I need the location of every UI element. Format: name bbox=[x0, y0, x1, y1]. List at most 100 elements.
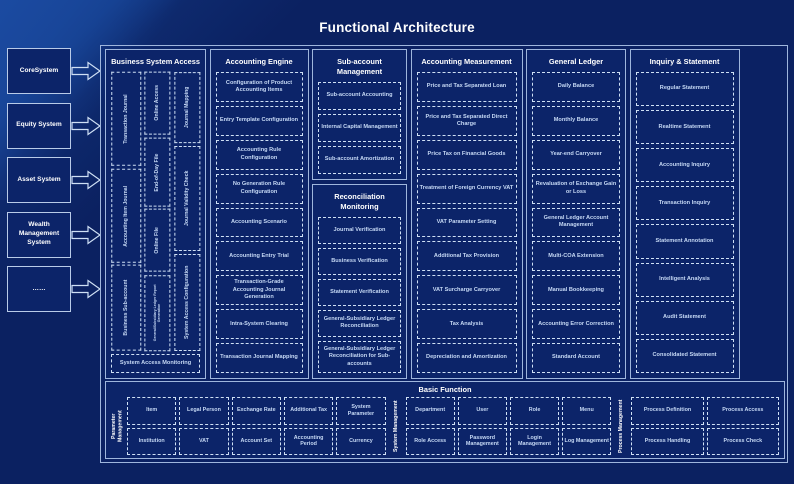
rm-item[interactable]: Statement Verification bbox=[318, 278, 401, 306]
sm-item[interactable]: Role Access bbox=[405, 427, 455, 455]
sam-item[interactable]: Internal Capital Management bbox=[318, 113, 401, 142]
panel-sub-account-management: Sub-account Management Sub-account Accou… bbox=[312, 49, 407, 180]
bsa-cell-ledger-report-generation[interactable]: General/Subsidiary Ledger Report Generat… bbox=[144, 274, 171, 351]
am-item[interactable]: VAT Parameter Setting bbox=[416, 207, 517, 238]
bsa-subcolumn-2: Online Access End-of-Day File Online Fil… bbox=[144, 71, 171, 351]
gl-item[interactable]: Multi-COA Extension bbox=[532, 241, 620, 272]
prm-item[interactable]: Process Access bbox=[706, 397, 780, 425]
sm-item[interactable]: Login Management bbox=[509, 427, 560, 455]
rm-item[interactable]: Business Verification bbox=[318, 247, 401, 275]
is-item[interactable]: Transaction Inquiry bbox=[635, 186, 734, 221]
is-item[interactable]: Accounting Inquiry bbox=[635, 148, 734, 183]
basic-function-title: Basic Function bbox=[418, 385, 472, 394]
bsa-subcolumn-3: Journal Mapping Journal Validity Check S… bbox=[173, 71, 200, 351]
pm-item[interactable]: Accounting Period bbox=[283, 427, 334, 455]
gl-item[interactable]: Accounting Error Correction bbox=[532, 309, 620, 340]
bsa-cell-online-file[interactable]: Online File bbox=[144, 209, 171, 272]
ae-item[interactable]: Accounting Scenario bbox=[215, 207, 303, 238]
ae-item[interactable]: Configuration of Product Accounting Item… bbox=[215, 71, 303, 102]
rm-item[interactable]: Journal Verification bbox=[318, 216, 401, 244]
am-item[interactable]: Price Tax on Financial Goods bbox=[416, 139, 517, 170]
arrow-right-icon bbox=[71, 279, 101, 299]
sm-item[interactable]: Menu bbox=[562, 397, 612, 425]
group-parameter-management: Parameter Management Item Legal Person E… bbox=[111, 397, 386, 455]
reconciliation-items: Journal Verification Business Verificati… bbox=[318, 216, 401, 373]
rm-item[interactable]: General-Subsidiary Ledger Reconciliation bbox=[318, 309, 401, 337]
source-system-coresystem[interactable]: CoreSystem bbox=[7, 48, 71, 94]
prm-item[interactable]: Process Handling bbox=[631, 427, 704, 455]
pm-item[interactable]: Account Set bbox=[231, 427, 281, 455]
group-row: Process Definition Process Access bbox=[631, 397, 780, 425]
am-item[interactable]: Price and Tax Separated Direct Charge bbox=[416, 105, 517, 136]
sam-item[interactable]: Sub-account Amortization bbox=[318, 146, 401, 175]
am-item[interactable]: Treatment of Foreign Currency VAT bbox=[416, 173, 517, 204]
ae-item[interactable]: Intra-System Clearing bbox=[215, 309, 303, 340]
pm-item[interactable]: Exchange Rate bbox=[231, 397, 281, 425]
source-system-asset[interactable]: Asset System bbox=[7, 157, 71, 203]
bsa-cell-online-access[interactable]: Online Access bbox=[144, 71, 171, 135]
sm-item[interactable]: Department bbox=[405, 397, 455, 425]
source-system-wealth-management[interactable]: Wealth Management System bbox=[7, 211, 71, 258]
prm-item[interactable]: Process Definition bbox=[631, 397, 704, 425]
gl-item[interactable]: Revaluation of Exchange Gain or Loss bbox=[532, 173, 620, 204]
ae-item[interactable]: Accounting Rule Configuration bbox=[215, 139, 303, 170]
rm-item[interactable]: General-Subsidiary Ledger Reconciliation… bbox=[318, 340, 401, 373]
group-system-management: System Management Department User Role M… bbox=[390, 397, 612, 455]
sm-item[interactable]: Password Management bbox=[457, 427, 507, 455]
ae-item[interactable]: Transaction Journal Mapping bbox=[215, 343, 303, 373]
ae-item[interactable]: Transaction-Grade Accounting Journal Gen… bbox=[215, 275, 303, 306]
column-accounting-engine: Accounting Engine Configuration of Produ… bbox=[209, 49, 309, 379]
source-system-equity[interactable]: Equity System bbox=[7, 102, 71, 149]
bsa-cell-journal-validity-check[interactable]: Journal Validity Check bbox=[173, 146, 200, 252]
ae-item[interactable]: Entry Template Configuration bbox=[215, 105, 303, 136]
sub-account-items: Sub-account Accounting Internal Capital … bbox=[318, 81, 401, 175]
ae-item[interactable]: Accounting Entry Trial bbox=[215, 241, 303, 272]
am-item[interactable]: VAT Surcharge Carryover bbox=[416, 275, 517, 306]
pm-item[interactable]: VAT bbox=[179, 427, 229, 455]
is-item[interactable]: Audit Statement bbox=[635, 300, 734, 335]
group-process-management: Process Management Process Definition Pr… bbox=[615, 397, 780, 455]
sam-item[interactable]: Sub-account Accounting bbox=[318, 81, 401, 110]
arrow-right-icon bbox=[71, 224, 101, 245]
is-item[interactable]: Statement Annotation bbox=[635, 224, 734, 259]
am-item[interactable]: Tax Analysis bbox=[416, 309, 517, 340]
bsa-cell-system-access-monitoring[interactable]: System Access Monitoring bbox=[111, 354, 200, 373]
gl-item[interactable]: Daily Balance bbox=[532, 71, 620, 102]
is-item[interactable]: Consolidated Statement bbox=[635, 338, 734, 373]
ae-item[interactable]: No Generation Rule Configuration bbox=[215, 173, 303, 204]
bsa-cell-accounting-item-journal[interactable]: Accounting Item Journal bbox=[111, 168, 142, 263]
bsa-cell-transaction-journal[interactable]: Transaction Journal bbox=[111, 71, 142, 166]
sm-item[interactable]: Role bbox=[509, 397, 560, 425]
column-inquiry-statement: Inquiry & Statement Regular Statement Re… bbox=[629, 49, 740, 379]
pm-item[interactable]: Additional Tax bbox=[283, 397, 334, 425]
gl-item[interactable]: Year-end Carryover bbox=[532, 139, 620, 170]
sm-item[interactable]: Log Management bbox=[562, 427, 612, 455]
gl-item[interactable]: Manual Bookkeeping bbox=[532, 275, 620, 306]
is-item[interactable]: Intelligent Analysis bbox=[635, 262, 734, 297]
page-title: Functional Architecture bbox=[319, 20, 475, 35]
bsa-cell-journal-mapping[interactable]: Journal Mapping bbox=[173, 71, 200, 144]
is-item[interactable]: Regular Statement bbox=[635, 71, 734, 107]
prm-item[interactable]: Process Check bbox=[706, 427, 780, 455]
gl-item[interactable]: Standard Account bbox=[532, 343, 620, 373]
group-label: Parameter Management bbox=[110, 410, 124, 442]
source-system-more[interactable]: …… bbox=[7, 266, 71, 312]
pm-item[interactable]: Legal Person bbox=[179, 397, 229, 425]
am-item[interactable]: Additional Tax Provision bbox=[416, 241, 517, 272]
bsa-cell-business-sub-account[interactable]: Business Sub-account bbox=[111, 265, 142, 352]
am-item[interactable]: Depreciation and Amortization bbox=[416, 343, 517, 373]
panel-title: Sub-account Management bbox=[336, 57, 383, 76]
bsa-cell-end-of-day-file[interactable]: End-of-Day File bbox=[144, 137, 171, 207]
pm-item[interactable]: Currency bbox=[336, 427, 386, 455]
pm-item[interactable]: System Parameter bbox=[336, 397, 386, 425]
gl-item[interactable]: General Ledger Account Management bbox=[532, 207, 620, 238]
is-item[interactable]: Realtime Statement bbox=[635, 110, 734, 145]
gl-item[interactable]: Monthly Balance bbox=[532, 105, 620, 136]
am-item[interactable]: Price and Tax Separated Loan bbox=[416, 71, 517, 102]
bsa-cell-system-access-configuration[interactable]: System Access Configuration bbox=[173, 254, 200, 351]
pm-item[interactable]: Institution bbox=[127, 427, 177, 455]
source-system-row: …… bbox=[7, 266, 103, 312]
column-title: Business System Access bbox=[111, 57, 200, 66]
sm-item[interactable]: User bbox=[457, 397, 507, 425]
pm-item[interactable]: Item bbox=[127, 397, 177, 425]
